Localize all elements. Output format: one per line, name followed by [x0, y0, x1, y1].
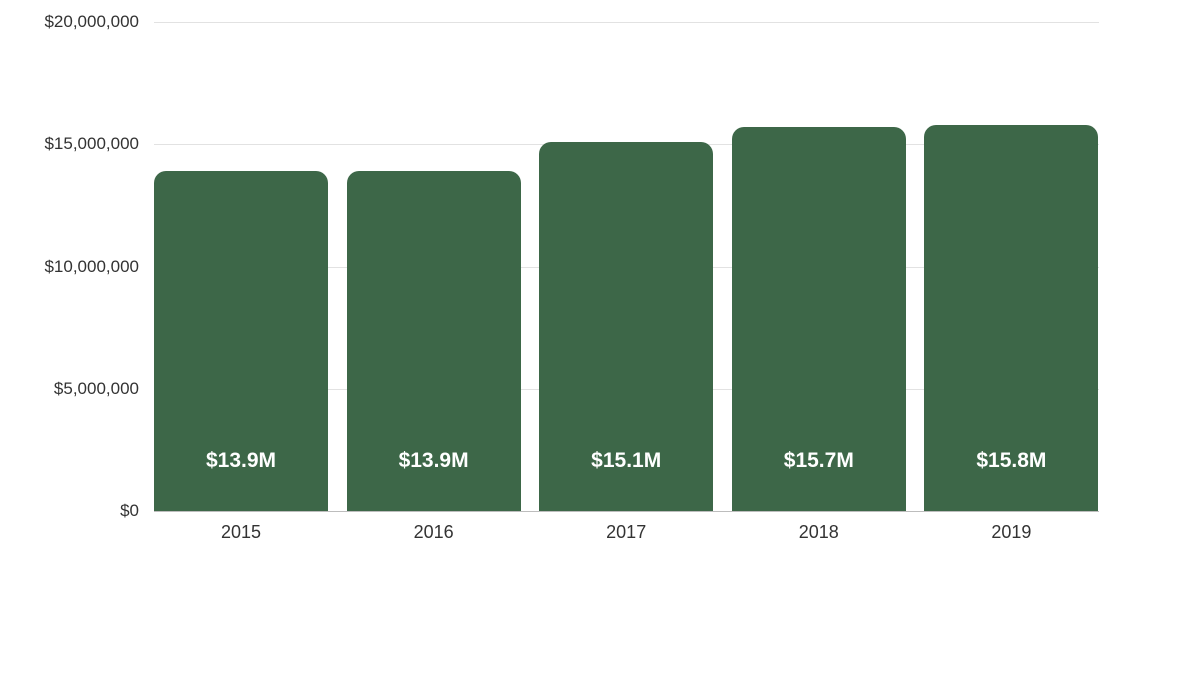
x-tick-label: 2019 [991, 522, 1032, 542]
bar-2016[interactable]: $13.9M [346, 171, 521, 511]
bar-value-label: $15.8M [976, 449, 1047, 472]
bar-2017[interactable]: $15.1M [539, 141, 714, 511]
y-tick-label: $10,000,000 [44, 256, 139, 276]
y-tick-label: $0 [120, 501, 139, 520]
x-tick-label: 2016 [413, 522, 454, 542]
bar-value-label: $15.7M [783, 449, 854, 472]
x-tick-label: 2017 [606, 522, 647, 542]
bar-2015[interactable]: $13.9M [154, 171, 328, 511]
gridline [154, 22, 1099, 23]
x-tick-label: 2015 [220, 522, 262, 542]
x-tick-label: 2018 [798, 522, 839, 542]
y-tick-label: $15,000,000 [44, 134, 139, 154]
bar-value-label: $13.9M [205, 449, 277, 472]
bar-2018[interactable]: $15.7M [731, 127, 906, 511]
plot-area: $13.9M $13.9M $15.1M $15.7M $15.8M [154, 22, 1099, 512]
bar-2019[interactable]: $15.8M [924, 124, 1099, 511]
bar-value-label: $13.9M [398, 449, 469, 472]
x-axis-line [154, 511, 1099, 512]
bar-value-label: $15.1M [591, 449, 662, 472]
y-tick-label: $5,000,000 [53, 378, 139, 398]
y-tick-label: $20,000,000 [44, 12, 139, 31]
